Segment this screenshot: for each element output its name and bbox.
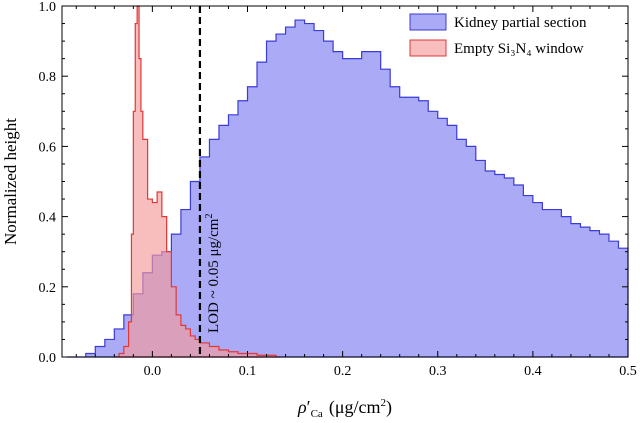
lod-annotation: LOD ~ 0.05 μg/cm2	[204, 214, 222, 333]
x-tick-label: 0.2	[334, 364, 352, 379]
x-tick-label: 0.5	[619, 364, 637, 379]
series-1-histogram	[114, 5, 281, 358]
legend-swatch-1	[409, 39, 447, 57]
lod-annotation-text: LOD ~ 0.05 μg/cm	[206, 218, 222, 333]
series-layer	[66, 5, 629, 358]
y-tick-label: 1.0	[39, 0, 57, 15]
x-axis-label: ρ′Ca (μg/cm2)	[297, 397, 392, 420]
x-label-symbol: ρ	[297, 397, 307, 417]
x-label-unit-exponent: 2	[380, 397, 386, 409]
y-tick-label: 0.4	[39, 211, 57, 226]
lod-annotation-exponent: 2	[204, 214, 215, 219]
x-label-unit: (μg/cm	[329, 397, 381, 418]
x-label-unit-close: )	[386, 397, 392, 418]
x-tick-label: 0.4	[524, 364, 542, 379]
x-label-prime: ′	[307, 397, 311, 417]
y-tick-label: 0.2	[39, 281, 57, 296]
x-label-subscript: Ca	[311, 408, 323, 420]
y-tick-label: 0.0	[39, 351, 57, 366]
y-axis-label: Normalized height	[1, 118, 20, 245]
x-tick-label: 0.1	[239, 364, 257, 379]
legend-swatch-0	[409, 13, 447, 31]
y-tick-label: 0.8	[39, 70, 57, 85]
legend: Kidney partial section Empty Si₃N₄ window	[409, 13, 587, 57]
x-tick-label: 0.3	[429, 364, 447, 379]
legend-label-1: Empty Si₃N₄ window	[454, 41, 584, 57]
legend-label-0: Kidney partial section	[454, 15, 587, 31]
x-tick-label: 0.0	[144, 364, 162, 379]
y-tick-label: 0.6	[39, 140, 57, 155]
annotation-layer: LOD ~ 0.05 μg/cm2	[198, 6, 222, 357]
axes-layer: 0.0 0.1 0.2 0.3 0.4 0.5 0.0 0.2 0.4 0.6 0.8 1.0	[39, 0, 637, 379]
